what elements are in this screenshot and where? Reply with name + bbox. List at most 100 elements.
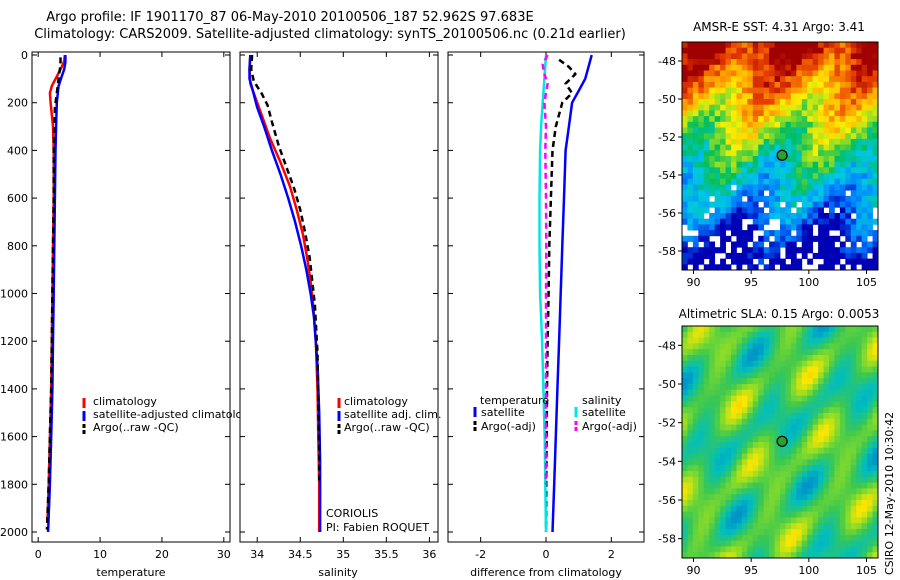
map-cell <box>807 173 814 180</box>
map-cell <box>703 546 710 553</box>
map-cell <box>709 476 716 483</box>
map-cell <box>709 349 716 356</box>
map-cell <box>692 407 699 414</box>
map-cell <box>692 264 699 271</box>
map-cell <box>839 465 846 472</box>
map-cell <box>736 93 743 100</box>
map-cell <box>861 500 868 507</box>
map-cell <box>720 173 726 180</box>
map-cell <box>692 224 699 231</box>
legend-group-salinity: salinity <box>582 394 622 407</box>
map-cell <box>839 529 846 536</box>
map-cell <box>861 488 868 495</box>
map-cell <box>872 156 879 163</box>
map-cell <box>698 326 705 333</box>
map-cell <box>714 430 721 437</box>
map-cell <box>736 546 743 553</box>
map-cell <box>812 424 819 431</box>
map-cell <box>682 161 688 168</box>
map-cell <box>850 207 857 214</box>
map-cell <box>856 70 863 77</box>
map-cell <box>823 349 830 356</box>
map-cell <box>741 413 748 420</box>
map-cell <box>834 247 841 254</box>
map-cell <box>747 476 754 483</box>
map-cell <box>720 178 726 185</box>
map-cell <box>725 156 732 163</box>
map-cell <box>867 476 873 483</box>
map-cell <box>752 195 759 202</box>
map-cell <box>839 230 846 237</box>
map-cell <box>845 418 852 425</box>
map-cell <box>872 389 879 396</box>
map-cell <box>769 389 775 396</box>
map-cell <box>872 161 879 168</box>
map-cell <box>736 42 743 49</box>
map-cell <box>682 156 688 163</box>
map-cell <box>801 173 808 180</box>
map-cell <box>731 552 737 559</box>
map-cell <box>698 81 705 88</box>
map-cell <box>807 224 814 231</box>
map-cell <box>720 127 726 134</box>
map-cell <box>703 104 710 111</box>
map-cell <box>692 529 699 536</box>
map-cell <box>692 133 699 140</box>
map-cell <box>692 121 699 128</box>
map-cell <box>796 366 803 373</box>
map-cell <box>823 366 830 373</box>
map-cell <box>834 343 841 350</box>
map-cell <box>812 413 819 420</box>
map-cell <box>692 337 699 344</box>
map-cell <box>752 529 759 536</box>
map-cell <box>720 355 726 362</box>
map-cell <box>839 116 846 123</box>
map-cell <box>867 64 873 71</box>
map-cell <box>747 207 754 214</box>
map-cell <box>763 104 770 111</box>
map-cell <box>845 442 852 449</box>
map-cell <box>807 395 814 402</box>
map-cell <box>812 355 819 362</box>
map-cell <box>758 127 765 134</box>
map-cell <box>829 70 835 77</box>
map-cell <box>823 436 830 443</box>
map-cell <box>812 511 819 518</box>
map-cell <box>796 447 803 454</box>
map-cell <box>758 355 765 362</box>
map-cell <box>758 453 765 460</box>
map-cell <box>741 517 748 524</box>
map-cell <box>796 59 803 66</box>
map-cell <box>850 104 857 111</box>
map-cell <box>687 407 694 414</box>
map-cell <box>812 459 819 466</box>
map-cell <box>818 59 824 66</box>
map-cell <box>758 252 765 259</box>
x-tick-label: 0 <box>35 548 42 561</box>
map-cell <box>861 326 868 333</box>
map-cell <box>747 540 754 547</box>
map-cell <box>725 360 732 367</box>
map-cell <box>687 258 694 265</box>
map-cell <box>807 127 814 134</box>
map-cell <box>692 116 699 123</box>
map-cell <box>731 42 737 49</box>
map-cell <box>687 476 694 483</box>
map-cell <box>807 476 814 483</box>
map-cell <box>780 471 786 478</box>
map-cell <box>780 366 786 373</box>
map-cell <box>720 93 726 100</box>
map-cell <box>698 218 705 225</box>
map-cell <box>818 53 824 60</box>
map-cell <box>829 190 835 197</box>
temperature-xlabel: temperature <box>96 566 165 579</box>
map-cell <box>714 201 721 208</box>
map-cell <box>698 144 705 151</box>
map-cell <box>839 366 846 373</box>
map-cell <box>801 424 808 431</box>
map-cell <box>682 372 688 379</box>
map-cell <box>769 138 775 145</box>
map-cell <box>850 224 857 231</box>
map-cell <box>682 184 688 191</box>
map-cell <box>758 326 765 333</box>
